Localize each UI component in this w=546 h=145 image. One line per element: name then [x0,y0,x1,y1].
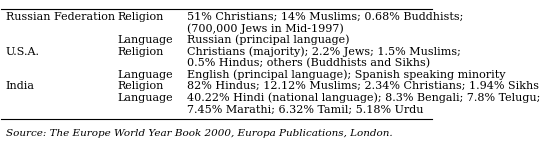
Text: Language: Language [118,35,174,45]
Text: English (principal language); Spanish speaking minority: English (principal language); Spanish sp… [187,69,505,80]
Text: 51% Christians; 14% Muslims; 0.68% Buddhists;: 51% Christians; 14% Muslims; 0.68% Buddh… [187,12,463,22]
Text: 7.45% Marathi; 6.32% Tamil; 5.18% Urdu: 7.45% Marathi; 6.32% Tamil; 5.18% Urdu [187,104,423,114]
Text: Russian (principal language): Russian (principal language) [187,35,349,46]
Text: Language: Language [118,70,174,80]
Text: Religion: Religion [118,12,164,22]
Text: 82% Hindus; 12.12% Muslims; 2.34% Christians; 1.94% Sikhs: 82% Hindus; 12.12% Muslims; 2.34% Christ… [187,81,539,91]
Text: Christians (majority); 2.2% Jews; 1.5% Muslims;: Christians (majority); 2.2% Jews; 1.5% M… [187,46,461,57]
Text: U.S.A.: U.S.A. [5,47,40,57]
Text: India: India [5,81,35,91]
Text: Language: Language [118,93,174,103]
Text: 0.5% Hindus; others (Buddhists and Sikhs): 0.5% Hindus; others (Buddhists and Sikhs… [187,58,430,68]
Text: Source: The Europe World Year Book 2000, Europa Publications, London.: Source: The Europe World Year Book 2000,… [5,129,393,138]
Text: Religion: Religion [118,81,164,91]
Text: Religion: Religion [118,47,164,57]
Text: (700,000 Jews in Mid-1997): (700,000 Jews in Mid-1997) [187,23,343,34]
Text: Russian Federation: Russian Federation [5,12,115,22]
Text: 40.22% Hindi (national language); 8.3% Bengali; 7.8% Telugu;: 40.22% Hindi (national language); 8.3% B… [187,93,540,103]
